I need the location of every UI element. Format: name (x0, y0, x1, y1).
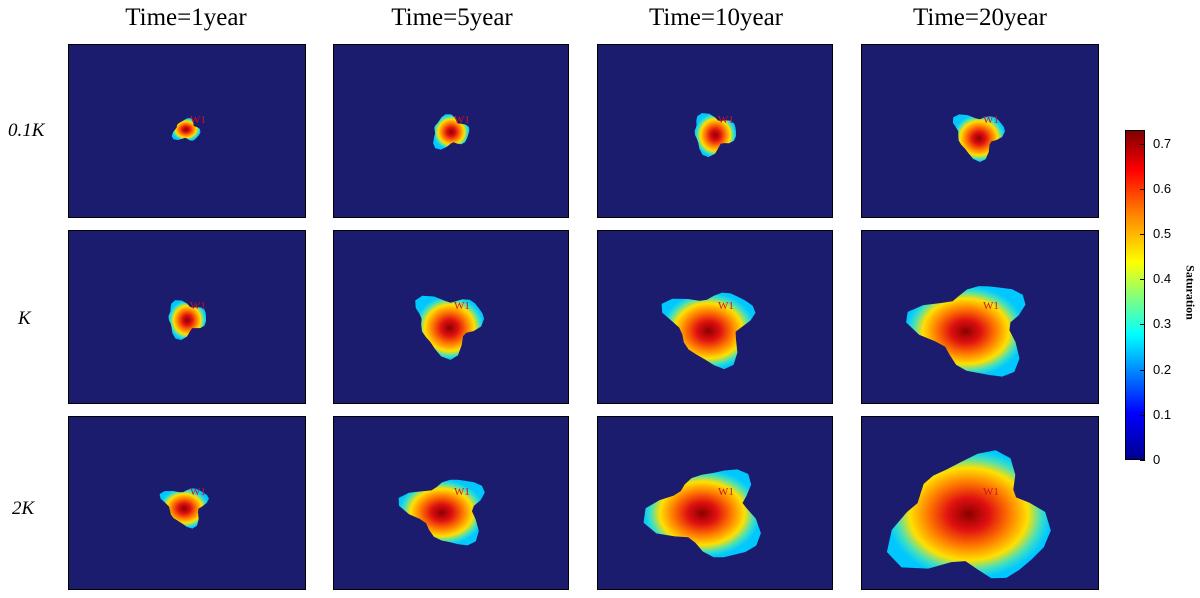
plume-plot: W1 (906, 286, 1026, 377)
colorbar-tick-label: 0.7 (1153, 135, 1172, 151)
well-label-w1: W1 (190, 300, 206, 312)
colorbar-tick-label: 0.2 (1153, 361, 1172, 377)
well-label-w1: W1 (454, 486, 470, 498)
plume-plot: W1 (433, 114, 470, 150)
co2-plume (159, 488, 209, 529)
well-label-w1: W1 (718, 300, 734, 312)
saturation-panel-0.1K-Time=1year: W1 (68, 44, 306, 218)
colorbar-tick-mark (1140, 143, 1145, 145)
plume-plot: W1 (694, 113, 736, 158)
saturation-panel-2K-Time=20year: W1 (861, 416, 1099, 590)
plume-plot: W1 (661, 292, 756, 370)
well-label-w1: W1 (718, 486, 734, 498)
colorbar-tick-label: 0.5 (1153, 225, 1172, 241)
colorbar-tick-mark (1140, 233, 1145, 235)
row-label-1: 0.1K (8, 120, 45, 141)
plume-plot: W1 (168, 300, 206, 340)
co2-plume (906, 286, 1026, 377)
well-label-w1: W1 (983, 486, 999, 498)
saturation-panel-0.1K-Time=5year: W1 (333, 44, 569, 218)
saturation-panel-K-Time=10year: W1 (597, 230, 833, 404)
plume-plot: W1 (643, 469, 761, 558)
colorbar-tick-label: 0.1 (1153, 406, 1172, 422)
plume-plot: W1 (415, 295, 485, 360)
saturation-panel-0.1K-Time=20year: W1 (861, 44, 1099, 218)
saturation-panel-2K-Time=5year: W1 (333, 416, 569, 590)
saturation-panel-K-Time=1year: W1 (68, 230, 306, 404)
co2-plume (398, 479, 485, 546)
colorbar-title: Saturation (1183, 265, 1198, 320)
saturation-panel-K-Time=20year: W1 (861, 230, 1099, 404)
colorbar-tick-label: 0.6 (1153, 180, 1172, 196)
co2-plume (661, 292, 756, 370)
col-title-1: Time=1year (125, 4, 247, 31)
col-title-2: Time=5year (391, 4, 513, 31)
well-label-w1: W1 (454, 114, 470, 126)
colorbar-tick-label: 0.3 (1153, 316, 1172, 332)
plume-plot: W1 (886, 450, 1051, 579)
co2-plume (168, 300, 206, 340)
colorbar-tick-mark (1140, 188, 1145, 190)
colorbar-tick-mark (1140, 369, 1145, 371)
well-label-w1: W1 (190, 114, 206, 126)
row-label-3: 2K (12, 498, 35, 519)
colorbar-tick-label: 0.4 (1153, 271, 1172, 287)
well-label-w1: W1 (983, 114, 999, 126)
well-label-w1: W1 (718, 114, 734, 126)
co2-plume (694, 113, 736, 158)
co2-plume (886, 450, 1051, 579)
plume-plot: W1 (171, 114, 206, 141)
plume-plot: W1 (159, 486, 209, 529)
well-label-w1: W1 (190, 486, 206, 498)
colorbar-tick-mark (1140, 460, 1145, 461)
well-label-w1: W1 (454, 300, 470, 312)
col-title-4: Time=20year (913, 4, 1047, 31)
co2-plume (643, 469, 761, 558)
saturation-panel-K-Time=5year: W1 (333, 230, 569, 404)
co2-plume (953, 114, 1005, 162)
col-title-3: Time=10year (649, 4, 783, 31)
co2-plume (433, 114, 470, 150)
row-label-2: K (18, 308, 31, 329)
colorbar-tick-mark (1140, 279, 1145, 281)
saturation-panel-2K-Time=10year: W1 (597, 416, 833, 590)
colorbar-tick-label: 0 (1153, 452, 1161, 467)
plume-plot: W1 (398, 479, 485, 546)
co2-plume (415, 295, 485, 360)
co2-plume (171, 118, 201, 141)
plume-plot: W1 (953, 114, 1005, 162)
colorbar-tick-mark (1140, 324, 1145, 326)
well-label-w1: W1 (983, 300, 999, 312)
saturation-panel-0.1K-Time=10year: W1 (597, 44, 833, 218)
colorbar (1125, 130, 1145, 460)
colorbar-tick-mark (1140, 414, 1145, 416)
saturation-panel-2K-Time=1year: W1 (68, 416, 306, 590)
